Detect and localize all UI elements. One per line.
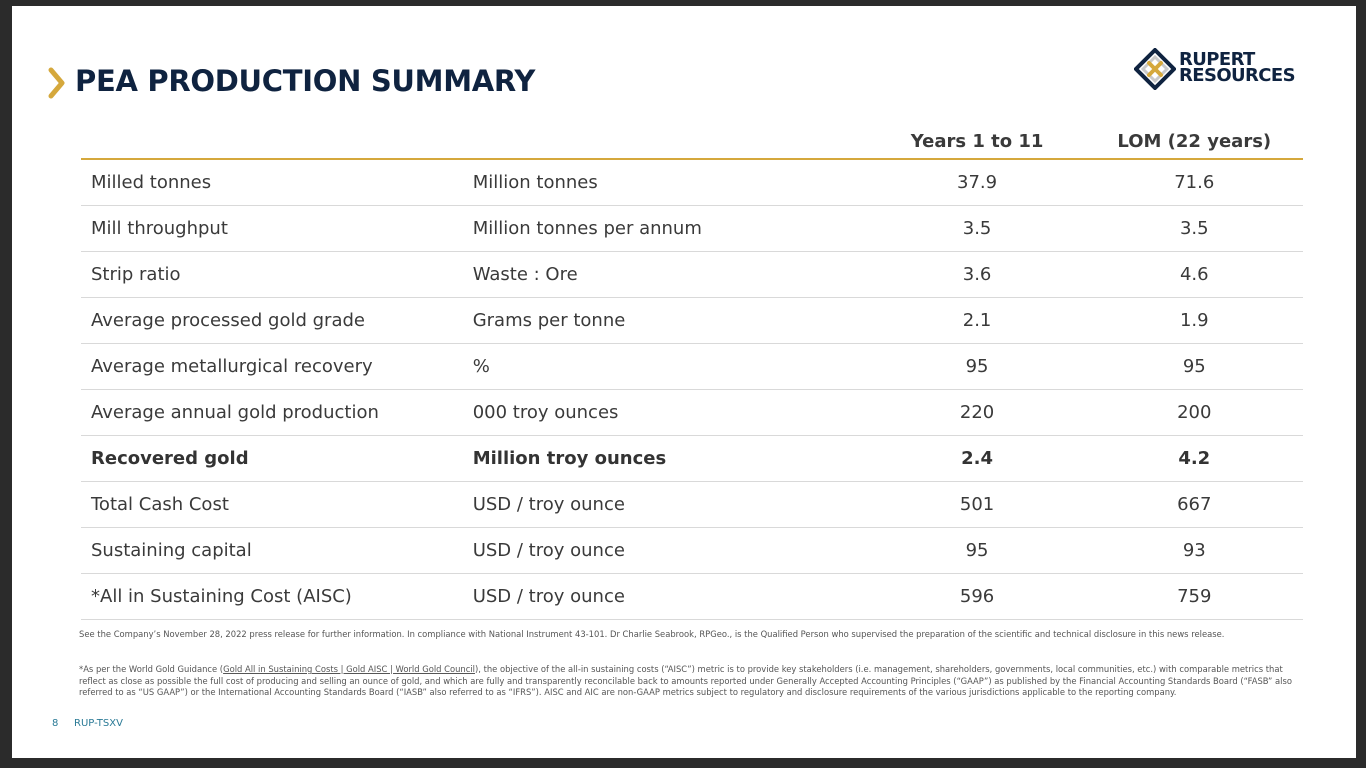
row-years-1-11-value: 95 [868, 343, 1086, 390]
table-row: *All in Sustaining Cost (AISC) USD / tro… [81, 573, 1303, 620]
row-lom-value: 4.2 [1085, 435, 1303, 482]
rupert-logo-icon [1134, 48, 1176, 90]
production-summary-table: Years 1 to 11 LOM (22 years) Milled tonn… [81, 124, 1303, 620]
page-title: PEA PRODUCTION SUMMARY [75, 64, 536, 98]
row-lom-value: 759 [1085, 573, 1303, 620]
footnote-aisc: *As per the World Gold Guidance (Gold Al… [79, 664, 1299, 699]
row-years-1-11-value: 37.9 [868, 159, 1086, 206]
row-lom-value: 93 [1085, 527, 1303, 574]
logo-line-1: RUPERT [1179, 49, 1255, 70]
row-label: Sustaining capital [81, 527, 473, 574]
row-lom-value: 200 [1085, 389, 1303, 436]
row-years-1-11-value: 501 [868, 481, 1086, 528]
table-row: Milled tonnes Million tonnes 37.9 71.6 [81, 159, 1303, 206]
header-label [81, 124, 473, 160]
row-unit: USD / troy ounce [472, 481, 869, 528]
row-lom-value: 71.6 [1085, 159, 1303, 206]
row-label: *All in Sustaining Cost (AISC) [81, 573, 473, 620]
row-lom-value: 667 [1085, 481, 1303, 528]
row-label: Recovered gold [81, 435, 473, 482]
row-unit: % [472, 343, 869, 390]
table-row-highlight: Recovered gold Million troy ounces 2.4 4… [81, 435, 1303, 482]
row-years-1-11-value: 220 [868, 389, 1086, 436]
chevron-right-icon [48, 67, 65, 99]
row-unit: Grams per tonne [472, 297, 869, 344]
row-years-1-11-value: 3.5 [868, 205, 1086, 252]
row-label: Average annual gold production [81, 389, 473, 436]
logo-line-2: RESOURCES [1179, 65, 1296, 86]
world-gold-council-link[interactable]: Gold All in Sustaining Costs | Gold AISC… [223, 664, 475, 674]
row-unit: Million troy ounces [472, 435, 869, 482]
row-label: Average processed gold grade [81, 297, 473, 344]
row-unit: USD / troy ounce [472, 573, 869, 620]
logo-text: RUPERT RESOURCES [1179, 49, 1296, 86]
row-unit: 000 troy ounces [472, 389, 869, 436]
table-row: Strip ratio Waste : Ore 3.6 4.6 [81, 251, 1303, 298]
row-years-1-11-value: 3.6 [868, 251, 1086, 298]
row-years-1-11-value: 596 [868, 573, 1086, 620]
table-row: Average metallurgical recovery % 95 95 [81, 343, 1303, 390]
row-years-1-11-value: 2.4 [868, 435, 1086, 482]
row-label: Average metallurgical recovery [81, 343, 473, 390]
table-row: Average processed gold grade Grams per t… [81, 297, 1303, 344]
footnote-aisc-suffix: ), the objective of the all-in sustainin… [79, 664, 1292, 698]
row-label: Mill throughput [81, 205, 473, 252]
row-unit: USD / troy ounce [472, 527, 869, 574]
row-unit: Million tonnes [472, 159, 869, 206]
row-unit: Million tonnes per annum [472, 205, 869, 252]
footnote-press-release: See the Company’s November 28, 2022 pres… [79, 629, 1225, 639]
ticker-label: RUP-TSXV [74, 718, 123, 729]
row-lom-value: 4.6 [1085, 251, 1303, 298]
footnote-aisc-prefix: *As per the World Gold Guidance ( [79, 664, 224, 674]
slide: PEA PRODUCTION SUMMARY RUPERT RESOURCES … [12, 6, 1356, 758]
page-number: 8 [52, 718, 59, 729]
table-row: Sustaining capital USD / troy ounce 95 9… [81, 527, 1303, 574]
table-header-row: Years 1 to 11 LOM (22 years) [81, 124, 1303, 160]
row-years-1-11-value: 95 [868, 527, 1086, 574]
row-unit: Waste : Ore [472, 251, 869, 298]
row-label: Total Cash Cost [81, 481, 473, 528]
header-unit [472, 124, 869, 160]
table-row: Average annual gold production 000 troy … [81, 389, 1303, 436]
row-lom-value: 95 [1085, 343, 1303, 390]
row-years-1-11-value: 2.1 [868, 297, 1086, 344]
header-years-1-11: Years 1 to 11 [868, 124, 1086, 160]
table-row: Mill throughput Million tonnes per annum… [81, 205, 1303, 252]
company-logo: RUPERT RESOURCES [1134, 48, 1304, 94]
header-lom: LOM (22 years) [1085, 124, 1303, 160]
row-label: Strip ratio [81, 251, 473, 298]
row-lom-value: 1.9 [1085, 297, 1303, 344]
table-row: Total Cash Cost USD / troy ounce 501 667 [81, 481, 1303, 528]
row-lom-value: 3.5 [1085, 205, 1303, 252]
row-label: Milled tonnes [81, 159, 473, 206]
